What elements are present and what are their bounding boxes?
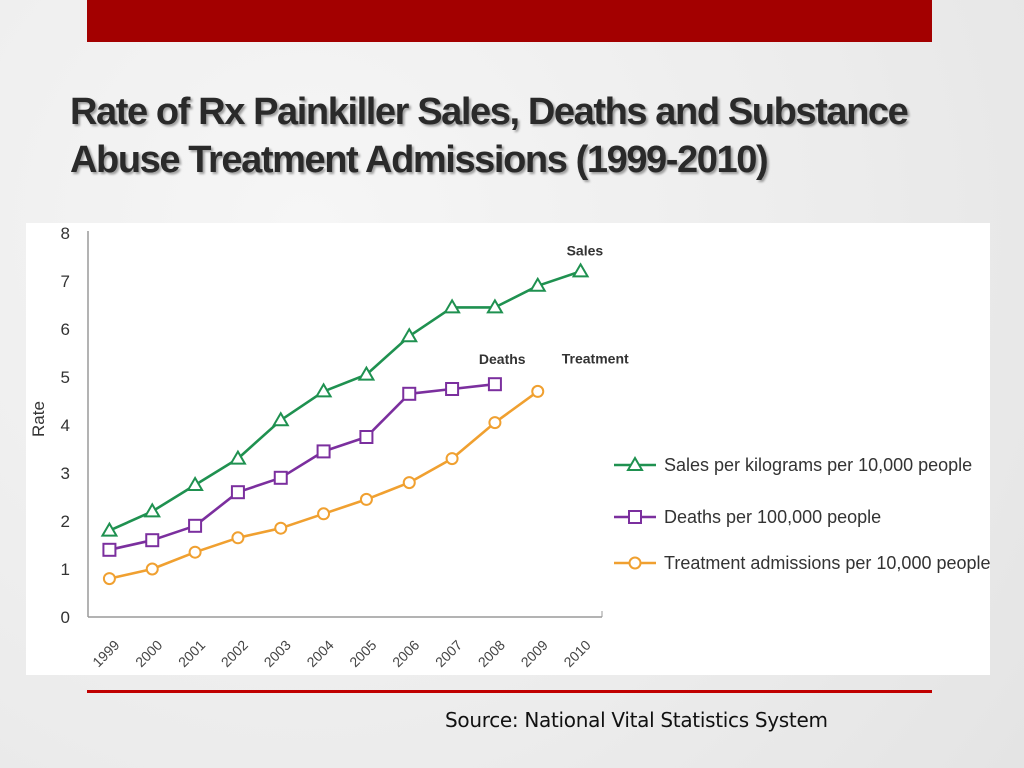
- treatment-point: [231, 531, 245, 545]
- treatment-point: [317, 507, 331, 521]
- sales-series-label: Sales: [567, 242, 604, 258]
- chart-axes: 0 1 2 3 4 5 6 7 8 Rate 1999 2000 2001 2002 2003 2004 200…: [29, 224, 603, 670]
- sales-point: [314, 382, 333, 398]
- chart-legend: Sales per kilograms per 10,000 people Dea…: [614, 455, 990, 573]
- legend-treatment-label: Treatment admissions per 10,000 people: [664, 553, 990, 573]
- chart-series: [100, 262, 590, 586]
- y-tick-label: 7: [61, 272, 70, 291]
- treatment-point: [102, 572, 116, 586]
- x-tick-label: 2009: [518, 637, 551, 670]
- y-tick-label: 2: [61, 512, 70, 531]
- treatment-point: [145, 562, 159, 576]
- deaths-point: [102, 542, 117, 557]
- sales-point: [443, 298, 461, 314]
- bottom-divider: [87, 690, 932, 693]
- y-tick-label: 4: [61, 416, 70, 435]
- sales-point: [272, 411, 290, 427]
- sales-point: [100, 521, 119, 537]
- treatment-point: [188, 545, 202, 559]
- series-treatment: [102, 384, 545, 586]
- deaths-point: [359, 430, 374, 444]
- x-tick-label: 2006: [389, 637, 422, 670]
- deaths-point: [487, 377, 502, 392]
- sales-line: [108, 270, 581, 532]
- sales-point: [357, 365, 376, 381]
- treatment-point: [359, 492, 373, 506]
- deaths-point: [145, 533, 160, 548]
- deaths-point: [316, 444, 331, 459]
- x-tick-label: 2004: [303, 637, 336, 670]
- treatment-point: [402, 476, 416, 490]
- treatment-point: [488, 416, 502, 430]
- x-tick-label: 2001: [175, 637, 208, 670]
- title-line-1: Rate of Rx Painkiller Sales, Deaths and …: [70, 91, 909, 133]
- legend-item-treatment: Treatment admissions per 10,000 people: [614, 553, 990, 573]
- deaths-point: [188, 518, 203, 533]
- title-line-2: Abuse Treatment Admissions (1999-2010): [70, 139, 769, 181]
- treatment-point: [274, 521, 288, 535]
- x-tick-label: 2003: [261, 637, 294, 670]
- y-axis-label: Rate: [29, 401, 48, 437]
- treatment-point: [531, 384, 545, 398]
- y-tick-label: 0: [61, 608, 70, 627]
- deaths-point: [402, 386, 417, 401]
- legend-item-deaths: Deaths per 100,000 people: [614, 507, 881, 527]
- sales-point: [143, 502, 161, 518]
- x-tick-label: 2008: [475, 637, 508, 670]
- treatment-point: [445, 452, 459, 466]
- sales-point: [186, 476, 204, 491]
- series-deaths: [102, 377, 502, 557]
- series-sales: [100, 262, 590, 537]
- slide-title: Rate of Rx Painkiller Sales, Deaths and …: [70, 88, 970, 184]
- x-tick-label: 2005: [346, 637, 379, 670]
- chart-series-labels: Sales Deaths Treatment: [479, 242, 629, 367]
- top-accent-bar: [87, 0, 932, 42]
- legend-treatment-marker: [628, 556, 642, 570]
- chart-panel: 0 1 2 3 4 5 6 7 8 Rate 1999 2000 2001 2002 2003 2004 200…: [26, 223, 990, 675]
- treatment-series-label: Treatment: [562, 350, 629, 366]
- line-chart: 0 1 2 3 4 5 6 7 8 Rate 1999 2000 2001 2002 2003 2004 200…: [29, 224, 990, 670]
- y-tick-label: 6: [61, 320, 70, 339]
- legend-deaths-marker: [628, 510, 642, 524]
- treatment-line: [109, 390, 539, 580]
- sales-point: [486, 298, 504, 314]
- sales-point: [529, 276, 547, 292]
- y-tick-label: 3: [61, 464, 70, 483]
- x-tick-label: 2010: [560, 637, 593, 670]
- deaths-series-label: Deaths: [479, 351, 526, 367]
- y-tick-label: 5: [61, 368, 70, 387]
- x-tick-label: 2007: [432, 637, 465, 670]
- legend-sales-marker: [626, 456, 644, 471]
- y-tick-label: 1: [61, 560, 70, 579]
- sales-point: [229, 449, 247, 465]
- deaths-point: [273, 470, 288, 485]
- deaths-line: [109, 382, 496, 552]
- source-note: Source: National Vital Statistics System: [445, 708, 828, 732]
- deaths-point: [230, 485, 245, 500]
- legend-deaths-label: Deaths per 100,000 people: [664, 507, 881, 527]
- y-tick-label: 8: [61, 224, 70, 243]
- legend-item-sales: Sales per kilograms per 10,000 people: [614, 455, 972, 475]
- x-tick-label: 2000: [132, 637, 165, 670]
- deaths-point: [445, 382, 460, 396]
- legend-sales-label: Sales per kilograms per 10,000 people: [664, 455, 972, 475]
- sales-point: [400, 327, 418, 343]
- x-tick-label: 2002: [218, 637, 251, 670]
- sales-point: [571, 262, 590, 278]
- x-tick-label: 1999: [89, 637, 122, 670]
